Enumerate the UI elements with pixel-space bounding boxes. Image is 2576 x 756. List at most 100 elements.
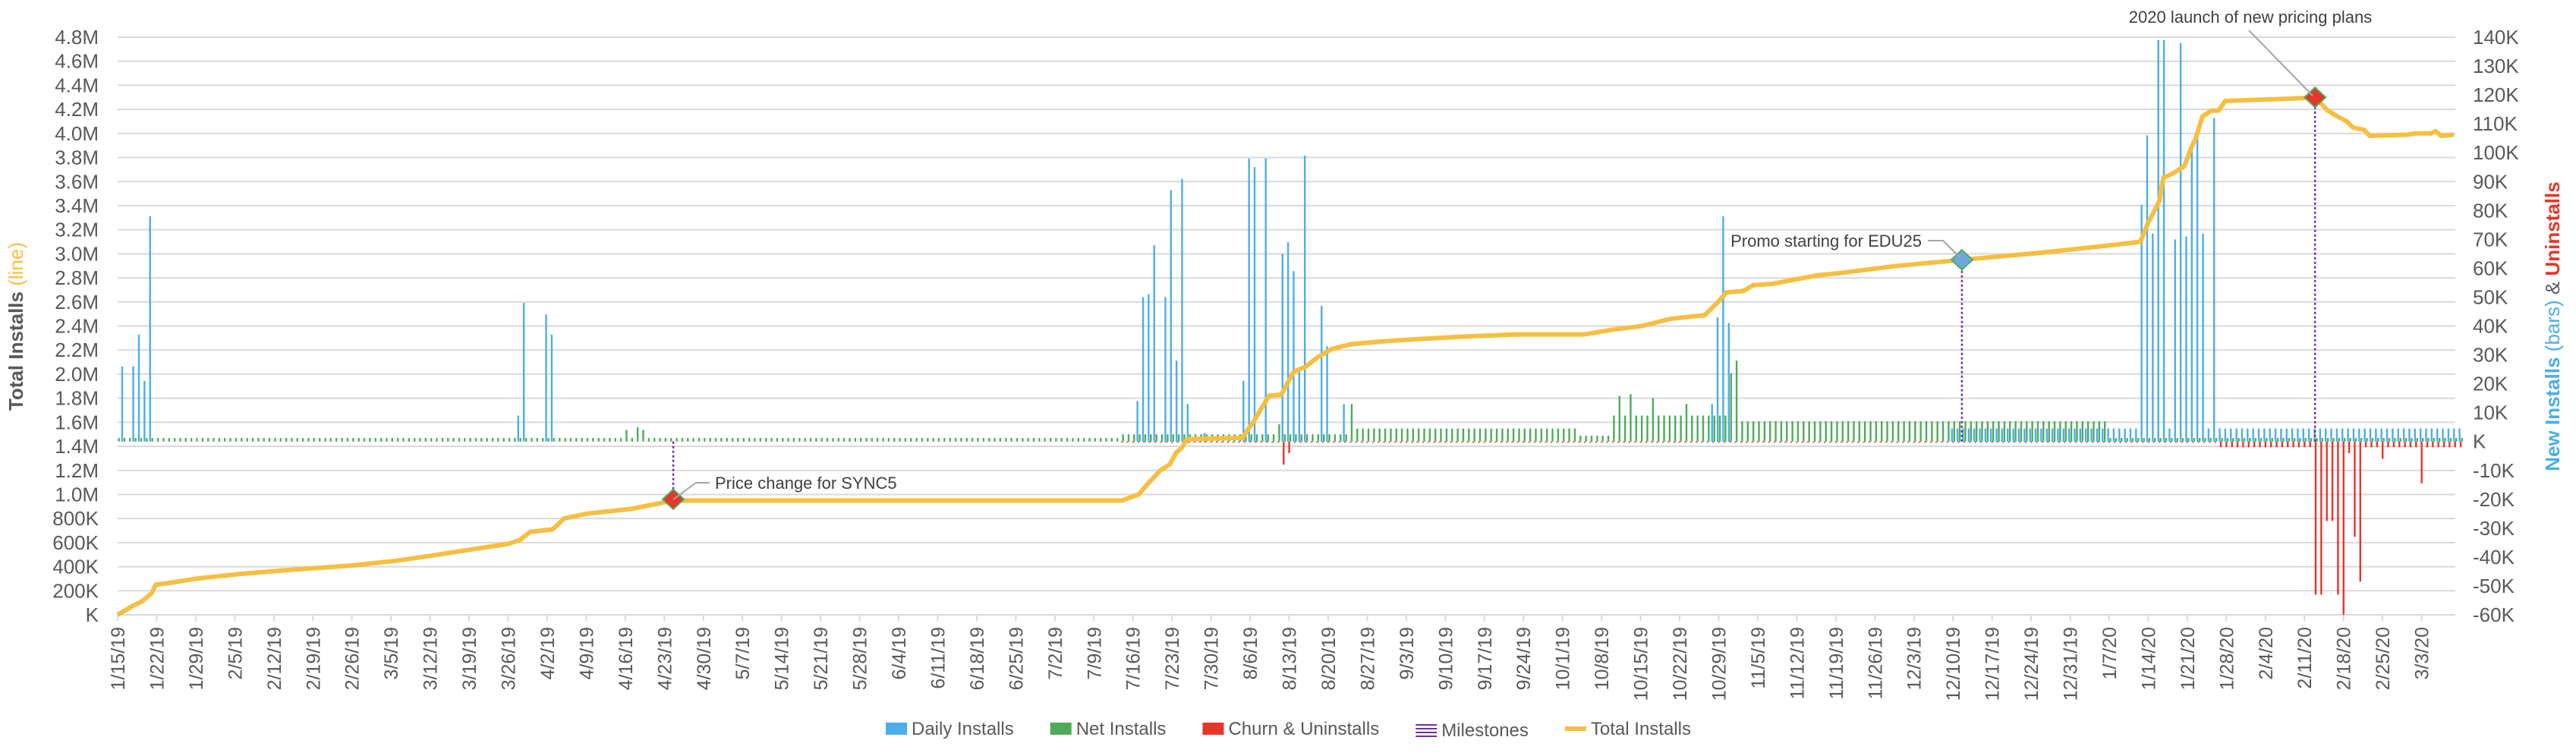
churn-bar [1841,441,1843,443]
net-installs-bar [971,438,974,442]
legend-item-net-installs[interactable]: Net Installs [1050,719,1167,739]
daily-installs-bar [2347,428,2349,442]
net-installs-bar [949,438,951,442]
churn-bar [2219,441,2222,448]
net-installs-bar [2260,438,2263,442]
legend-item-total-installs[interactable]: Total Installs [1564,719,1691,739]
churn-bar [1310,441,1313,443]
churn-bar [1667,441,1670,443]
legend-item-daily-installs[interactable]: Daily Installs [886,719,1014,739]
daily-installs-bar [522,303,525,442]
daily-installs-bar [2363,428,2366,442]
x-tick-label: 2/19/19 [303,627,324,690]
net-installs-bar [865,438,868,442]
net-installs-bar [631,438,633,442]
x-tick-label: 11/19/19 [1826,627,1847,699]
x-tick-label: 7/2/19 [1045,627,1066,680]
net-installs-bar [603,438,606,442]
churn-bar [1260,441,1263,443]
churn-bar [1918,441,1921,443]
net-installs-bar [173,438,176,442]
churn-bar [1550,441,1553,443]
net-installs-bar [2316,438,2318,442]
churn-bar [2342,441,2345,615]
net-installs-bar [977,438,979,442]
churn-bar [2281,441,2284,448]
net-installs-bar [1803,421,1805,442]
right-tick-label: 30K [2473,344,2508,367]
milestone-label: 2020 launch of new pricing plans [2129,8,2372,27]
churn-bar [1935,441,1938,443]
net-installs-bar [1255,434,1258,442]
net-installs-bar [2338,438,2341,442]
net-installs-bar [408,438,410,442]
net-installs-bar [2354,438,2357,442]
net-installs-bar [1122,434,1124,442]
churn-bar [1617,441,1620,443]
net-installs-bar [1819,421,1822,442]
left-tick-label: 2.8M [55,266,99,289]
net-installs-bar [592,438,594,442]
churn-bar [1148,441,1151,443]
bar-series [118,39,2463,615]
churn-bar [1601,441,1603,443]
net-installs-bar [1490,428,1492,442]
net-installs-bar [257,438,260,442]
churn-bar [1913,441,1915,443]
churn-bar [1796,441,1798,443]
legend-item-milestones[interactable]: Milestones [1416,720,1529,741]
net-installs-bar [1886,421,1888,442]
daily-installs-bar [1326,346,1328,442]
churn-bar [1539,441,1542,443]
daily-installs-bar [2118,428,2121,442]
net-installs-bar [118,438,120,442]
net-installs-bar [1875,421,1878,442]
net-installs-bar [1406,428,1409,442]
legend-item-churn[interactable]: Churn & Uninstalls [1202,719,1379,739]
net-installs-bar [1708,415,1710,442]
x-tick-label: 5/28/19 [850,627,871,690]
net-installs-bar [2288,438,2290,442]
churn-bar [1154,441,1157,443]
left-tick-label: 2.4M [55,315,99,338]
net-installs-bar [2053,421,2056,442]
daily-installs-bar [2202,233,2204,442]
x-tick-label: 5/7/19 [732,627,754,680]
churn-bar [2259,441,2261,448]
left-axis-title: Total Installs (line) [5,242,27,411]
daily-installs-bar [2051,428,2054,442]
net-installs-bar [2416,438,2418,442]
net-installs-bar [564,438,566,442]
churn-bar [1483,441,1486,443]
x-tick-label: 8/6/19 [1240,627,1261,680]
left-axis-title-text: Total Installs [5,291,27,411]
net-installs-bar [363,438,366,442]
x-tick-label: 12/10/19 [1943,627,1964,701]
daily-installs-bar [1984,428,1987,442]
net-installs-bar [2159,438,2162,442]
net-installs-bar [1138,434,1141,442]
net-installs-bar [524,438,527,442]
net-installs-bar [1680,415,1682,442]
churn-bar [1533,441,1536,443]
left-tick-label: 3.6M [55,170,99,193]
x-tick-label: 2/25/20 [2373,627,2394,690]
net-installs-bar [1640,415,1643,442]
daily-installs-bar [2162,39,2165,442]
left-tick-label: 4.4M [55,74,99,96]
churn-bar [1511,441,1513,443]
daily-installs-bar [1951,428,1953,442]
net-installs-bar [2143,438,2145,442]
churn-bar [1929,441,1932,443]
net-installs-bar [1378,428,1381,442]
net-installs-bar [1356,428,1359,442]
milestone-marker[interactable] [1950,248,1974,271]
daily-installs-bar [2040,428,2042,442]
x-tick-label: 8/20/19 [1318,627,1340,690]
churn-bar [1941,441,1943,443]
net-installs-bar [2154,438,2156,442]
daily-installs-bar [2319,428,2322,442]
churn-bar [2392,441,2395,448]
net-installs-bar [820,438,823,442]
net-installs-bar [1975,421,1978,442]
